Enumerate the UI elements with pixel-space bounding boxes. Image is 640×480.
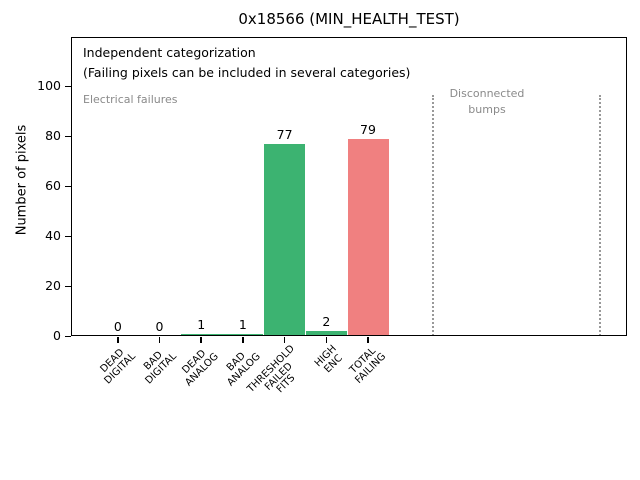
y-tick-label: 20 — [45, 278, 61, 293]
bar-value-label: 2 — [322, 314, 331, 329]
annotation-independent-categorization: Independent categorization — [83, 45, 256, 60]
y-tick-mark — [65, 185, 71, 187]
x-tick-label: DEAD DIGITAL — [98, 347, 138, 387]
y-tick-mark — [65, 135, 71, 137]
bar-high-enc — [305, 331, 347, 336]
bar-dead-analog — [180, 333, 222, 336]
x-tick-label: TOTAL FAILING — [347, 345, 388, 386]
y-tick-mark — [65, 285, 71, 287]
bar-value-label: 79 — [360, 121, 376, 137]
bar-value-label: 1 — [238, 316, 247, 332]
x-tick-mark — [200, 337, 202, 343]
x-tick-mark — [367, 337, 369, 343]
bar-threshold-failed-fits — [264, 143, 306, 336]
y-tick-label: 100 — [37, 78, 61, 93]
y-tick-mark — [65, 85, 71, 87]
y-tick-mark — [65, 235, 71, 237]
bar-value-label: 77 — [276, 126, 293, 142]
y-tick-mark — [65, 335, 71, 337]
x-tick-label: BAD DIGITAL — [142, 349, 179, 387]
bar-value-label: 1 — [197, 316, 206, 332]
x-tick-label: HIGH ENC — [312, 343, 345, 375]
x-tick-mark — [117, 337, 119, 343]
y-tick-label: 40 — [45, 228, 61, 243]
region-divider-right — [599, 95, 601, 336]
x-tick-mark — [242, 337, 244, 343]
bar-value-label: 0 — [113, 319, 122, 334]
region-label-electrical-failures: Electrical failures — [83, 93, 178, 106]
region-divider-left — [432, 95, 434, 336]
bar-bad-analog — [222, 333, 264, 336]
x-tick-mark — [325, 337, 328, 343]
region-label-disconnected-bumps: Disconnected bumps — [449, 87, 525, 116]
y-tick-label: 80 — [45, 128, 61, 143]
bar-value-label: 0 — [155, 319, 164, 334]
x-tick-label: DEAD ANALOG — [180, 348, 221, 389]
x-tick-mark — [158, 337, 161, 343]
annotation-failing-pixels: (Failing pixels can be included in sever… — [83, 65, 411, 80]
y-tick-label: 0 — [53, 328, 61, 343]
chart-title: 0x18566 (MIN_HEALTH_TEST) — [238, 10, 460, 28]
bar-total-failing — [347, 138, 389, 336]
y-tick-label: 60 — [45, 178, 61, 193]
x-tick-mark — [283, 337, 286, 343]
